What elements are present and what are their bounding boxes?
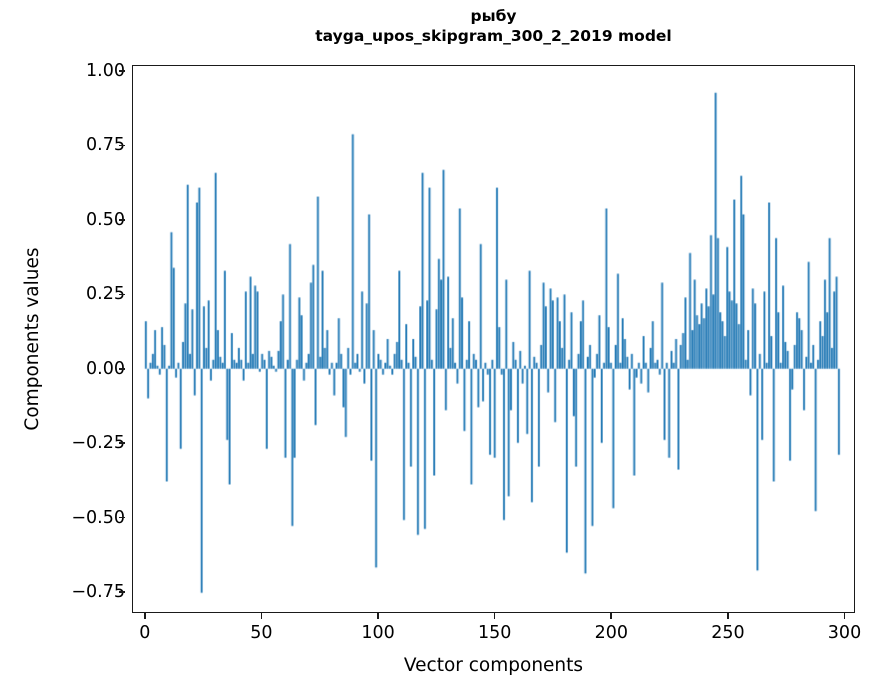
x-tick-mark	[144, 613, 146, 619]
y-tick-label: 0.75	[86, 135, 125, 156]
x-tick-mark	[260, 613, 263, 619]
x-tick-mark	[610, 613, 613, 619]
x-tick-mark	[843, 613, 846, 619]
x-tick-label: 0	[139, 623, 151, 643]
y-tick-label: 1.00	[86, 60, 125, 81]
y-axis-label: Components values	[22, 247, 43, 431]
y-tick-label: −0.50	[71, 507, 125, 528]
y-tick-mark	[119, 144, 125, 147]
chart-title-line-1: рыбу	[470, 7, 517, 25]
chart-title: рыбу tayga_upos_skipgram_300_2_2019 mode…	[132, 6, 855, 46]
y-tick-mark	[119, 219, 125, 221]
x-tick-label: 300	[827, 623, 862, 643]
y-axis-ticks: 1.00 0.75 0.50 0.25 0.00 −0.25 −0.50 −0.75	[47, 0, 125, 696]
x-tick-mark	[727, 613, 729, 619]
y-tick-mark	[119, 516, 125, 519]
y-tick-label: 0.00	[86, 358, 125, 379]
y-tick-label: 0.25	[86, 284, 125, 305]
chart-title-line-2: tayga_upos_skipgram_300_2_2019 model	[315, 27, 672, 45]
y-tick-mark	[119, 591, 125, 593]
x-tick-mark	[377, 613, 379, 619]
x-tick-label: 100	[361, 623, 395, 643]
y-tick-mark	[119, 293, 125, 296]
y-tick-mark	[119, 367, 125, 370]
y-tick-label: −0.75	[71, 582, 125, 603]
x-axis-label: Vector components	[403, 655, 584, 676]
y-tick-label: −0.25	[71, 433, 125, 454]
x-tick-label: 250	[711, 623, 745, 643]
x-tick-label: 150	[477, 623, 512, 643]
x-tick-mark	[493, 613, 496, 619]
x-tick-label: 50	[250, 623, 273, 643]
y-tick-label: 0.50	[86, 209, 125, 230]
plot-axes	[132, 65, 855, 613]
x-tick-label: 200	[594, 623, 628, 643]
y-tick-mark	[119, 70, 125, 72]
y-tick-mark	[119, 442, 125, 445]
bar-series-canvas	[133, 66, 854, 612]
